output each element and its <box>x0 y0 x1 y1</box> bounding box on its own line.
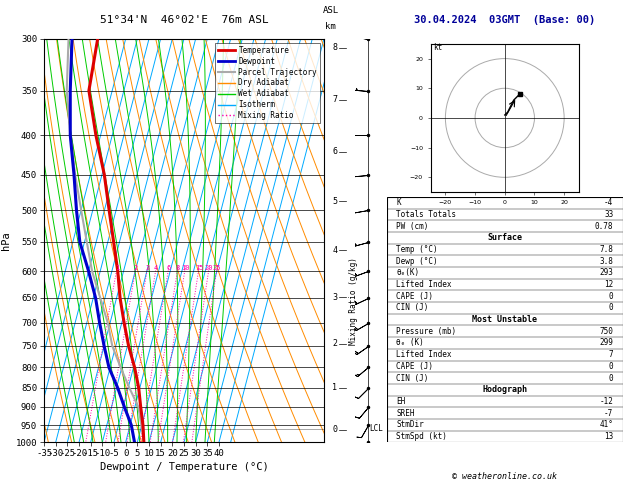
Text: 5: 5 <box>332 197 337 206</box>
Text: CIN (J): CIN (J) <box>396 374 428 382</box>
Text: CIN (J): CIN (J) <box>396 303 428 312</box>
Text: 30.04.2024  03GMT  (Base: 00): 30.04.2024 03GMT (Base: 00) <box>414 15 596 25</box>
Text: CAPE (J): CAPE (J) <box>396 362 433 371</box>
Text: 2: 2 <box>134 265 138 271</box>
Text: 8: 8 <box>332 43 337 52</box>
Text: 0: 0 <box>609 292 613 301</box>
Text: Pressure (mb): Pressure (mb) <box>396 327 457 336</box>
Text: CAPE (J): CAPE (J) <box>396 292 433 301</box>
Text: Lifted Index: Lifted Index <box>396 280 452 289</box>
Text: StmDir: StmDir <box>396 420 424 429</box>
Text: 1: 1 <box>115 265 119 271</box>
Text: 7: 7 <box>609 350 613 359</box>
Text: 10: 10 <box>181 265 189 271</box>
Text: km: km <box>325 22 336 31</box>
Text: Dewp (°C): Dewp (°C) <box>396 257 438 266</box>
Text: Temp (°C): Temp (°C) <box>396 245 438 254</box>
Text: 4: 4 <box>154 265 159 271</box>
Text: 2: 2 <box>332 339 337 348</box>
Text: 1: 1 <box>332 383 337 392</box>
Text: 15: 15 <box>194 265 203 271</box>
Text: StmSpd (kt): StmSpd (kt) <box>396 432 447 441</box>
Text: 3.8: 3.8 <box>599 257 613 266</box>
Text: © weatheronline.co.uk: © weatheronline.co.uk <box>452 472 557 481</box>
Text: -12: -12 <box>599 397 613 406</box>
Text: 3: 3 <box>332 293 337 302</box>
Text: EH: EH <box>396 397 406 406</box>
Legend: Temperature, Dewpoint, Parcel Trajectory, Dry Adiabat, Wet Adiabat, Isotherm, Mi: Temperature, Dewpoint, Parcel Trajectory… <box>214 43 320 123</box>
Text: 12: 12 <box>604 280 613 289</box>
Y-axis label: hPa: hPa <box>1 231 11 250</box>
Text: 7.8: 7.8 <box>599 245 613 254</box>
Text: 0: 0 <box>609 362 613 371</box>
Text: 25: 25 <box>213 265 221 271</box>
Text: θₑ(K): θₑ(K) <box>396 268 420 278</box>
Text: 7: 7 <box>332 95 337 104</box>
Text: Most Unstable: Most Unstable <box>472 315 537 324</box>
Text: PW (cm): PW (cm) <box>396 222 428 231</box>
Text: 0: 0 <box>609 303 613 312</box>
Text: 8: 8 <box>175 265 180 271</box>
Text: LCL: LCL <box>369 424 383 433</box>
Text: Lifted Index: Lifted Index <box>396 350 452 359</box>
Text: kt: kt <box>433 43 443 52</box>
Text: SREH: SREH <box>396 409 415 417</box>
Text: 0: 0 <box>609 374 613 382</box>
Text: 41°: 41° <box>599 420 613 429</box>
Text: Surface: Surface <box>487 233 522 243</box>
Text: K: K <box>396 198 401 208</box>
Text: θₑ (K): θₑ (K) <box>396 338 424 347</box>
Text: 4: 4 <box>332 246 337 255</box>
Text: 0: 0 <box>332 425 337 434</box>
Text: -4: -4 <box>604 198 613 208</box>
Text: 299: 299 <box>599 338 613 347</box>
Text: Hodograph: Hodograph <box>482 385 527 394</box>
Text: 293: 293 <box>599 268 613 278</box>
Text: -7: -7 <box>604 409 613 417</box>
Text: 6: 6 <box>167 265 170 271</box>
Text: Totals Totals: Totals Totals <box>396 210 457 219</box>
Text: 0.78: 0.78 <box>595 222 613 231</box>
Text: 3: 3 <box>145 265 150 271</box>
Text: 33: 33 <box>604 210 613 219</box>
X-axis label: Dewpoint / Temperature (°C): Dewpoint / Temperature (°C) <box>99 462 269 472</box>
Text: 51°34'N  46°02'E  76m ASL: 51°34'N 46°02'E 76m ASL <box>99 15 269 25</box>
Text: 13: 13 <box>604 432 613 441</box>
Text: Mixing Ratio (g/kg): Mixing Ratio (g/kg) <box>349 257 358 345</box>
Text: 20: 20 <box>204 265 213 271</box>
Text: 750: 750 <box>599 327 613 336</box>
Text: 6: 6 <box>332 147 337 156</box>
Text: ASL: ASL <box>323 6 338 15</box>
